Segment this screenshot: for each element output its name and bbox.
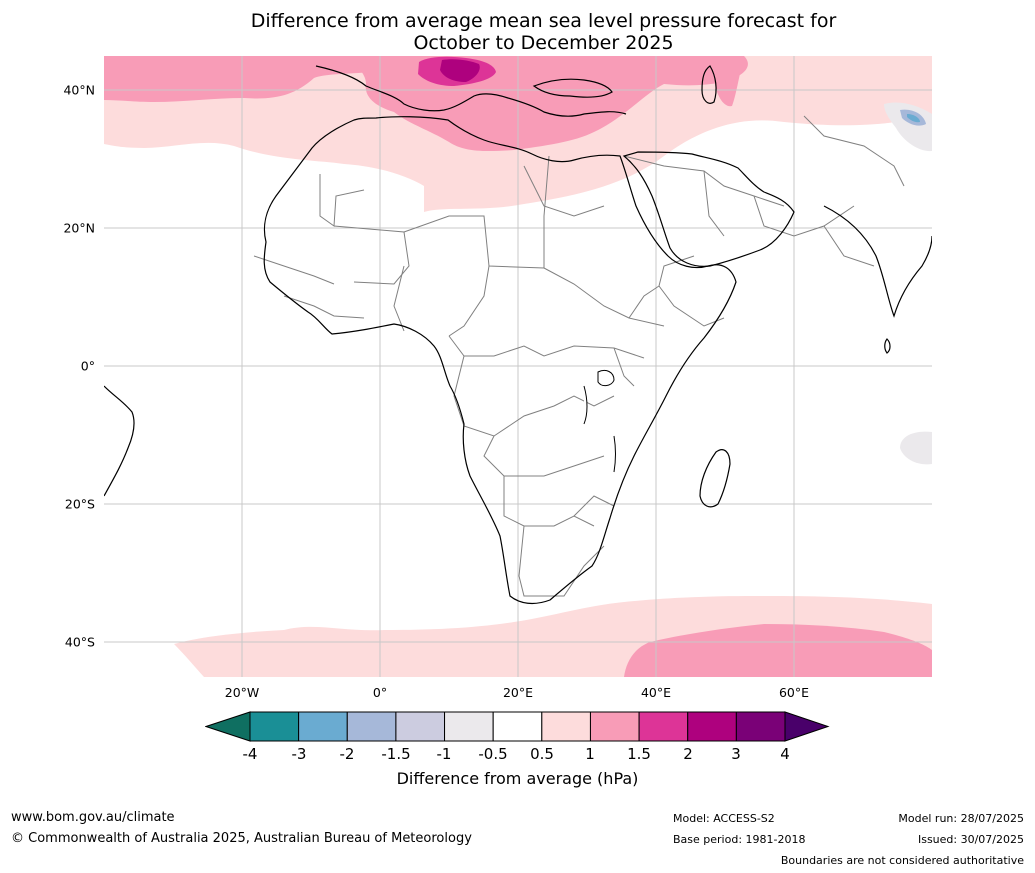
colorbar-segment — [492, 711, 543, 742]
lat-label-20s: 20°S — [64, 496, 95, 512]
colorbar-segment — [687, 711, 737, 742]
colorbar-tick: -0.5 — [478, 745, 508, 763]
colorbar-segment — [589, 711, 640, 742]
colorbar-tick: -3 — [291, 745, 307, 763]
colorbar-tick: -4 — [242, 745, 258, 763]
colorbar-segment — [638, 711, 689, 742]
colorbar-label: Difference from average (hPa) — [396, 769, 639, 788]
lon-label-20e: 20°E — [502, 685, 534, 700]
colorbar-segment — [444, 711, 494, 742]
colorbar-segment — [735, 711, 786, 742]
colorbar-segment — [541, 711, 591, 742]
colorbar-under-arrow — [205, 711, 251, 742]
footer-base-period: Base period: 1981-2018 — [673, 833, 806, 846]
colorbar-tick: -1.5 — [381, 745, 411, 763]
footer-issued: Issued: 30/07/2025 — [917, 833, 1024, 846]
pressure-anomaly-map — [104, 56, 932, 677]
lon-label-40e: 40°E — [640, 685, 672, 700]
colorbar-segment — [249, 711, 300, 742]
colorbar-segment — [395, 711, 446, 742]
footer-website: www.bom.gov.au/climate — [11, 810, 175, 825]
anomaly-mascarene-grey — [900, 431, 932, 465]
colorbar-tick: 4 — [780, 745, 790, 763]
colorbar-tick: -2 — [339, 745, 355, 763]
country-borders — [253, 115, 905, 597]
colorbar-tick: 3 — [731, 745, 741, 763]
title-line-2: October to December 2025 — [413, 32, 674, 54]
colorbar-tick: 1.5 — [627, 745, 651, 763]
anomaly-caspian-pink — [714, 56, 744, 107]
chart-title: Difference from average mean sea level p… — [0, 10, 1035, 54]
footer-model-run: Model run: 28/07/2025 — [898, 812, 1024, 825]
lakes — [583, 369, 616, 473]
lon-label-20w: 20°W — [224, 685, 260, 700]
colorbar-tick: 1 — [585, 745, 595, 763]
colorbar-segment — [298, 711, 348, 742]
anomaly-mediterranean-core — [440, 59, 480, 82]
lat-label-0: 0° — [80, 358, 95, 374]
lon-label-0: 0° — [372, 685, 388, 700]
colorbar-tick: -1 — [436, 745, 452, 763]
colorbar-over-arrow — [784, 711, 830, 742]
footer-disclaimer: Boundaries are not considered authoritat… — [780, 854, 1024, 867]
lat-label-20n: 20°N — [63, 220, 95, 236]
map-gridlines — [104, 56, 932, 677]
anomaly-tibet-darkblue — [907, 114, 920, 123]
colorbar-tick: 2 — [683, 745, 693, 763]
colorbar-segment — [346, 711, 397, 742]
anomaly-south-indian-pink — [624, 624, 932, 677]
footer-copyright: © Commonwealth of Australia 2025, Austra… — [11, 831, 472, 846]
coastlines — [104, 65, 932, 605]
lat-label-40n: 40°N — [63, 82, 95, 98]
footer-model: Model: ACCESS-S2 — [673, 812, 775, 825]
title-line-1: Difference from average mean sea level p… — [250, 10, 837, 32]
lat-label-40s: 40°S — [64, 634, 95, 650]
lon-label-60e: 60°E — [778, 685, 810, 700]
colorbar — [205, 711, 830, 742]
colorbar-tick: 0.5 — [530, 745, 554, 763]
